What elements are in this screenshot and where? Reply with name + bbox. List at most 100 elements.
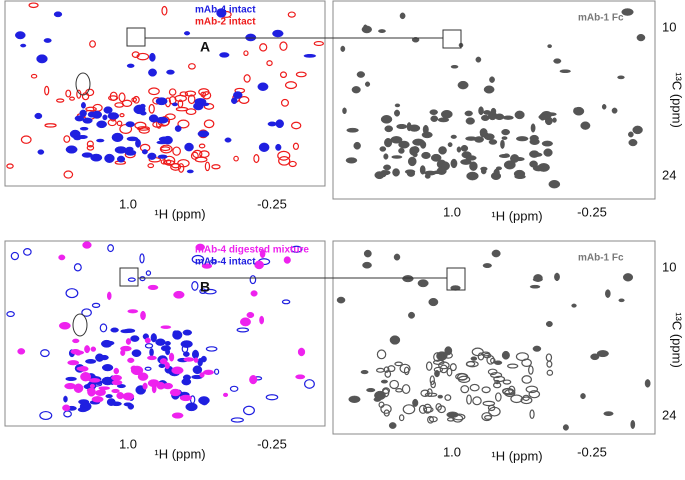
peak: [169, 388, 181, 397]
peak: [279, 41, 288, 51]
peak: [259, 43, 268, 52]
peak: [438, 146, 447, 155]
peak: [621, 8, 634, 16]
peak: [501, 350, 510, 360]
peak: [150, 333, 157, 343]
peak: [165, 348, 171, 356]
peak: [74, 350, 82, 356]
peak: [112, 135, 117, 141]
peak: [80, 102, 86, 109]
peak: [79, 109, 87, 118]
peak: [95, 353, 105, 362]
peak: [392, 168, 400, 177]
peak: [134, 121, 147, 130]
peak: [420, 140, 427, 149]
x-tick-label: -0.25: [257, 196, 287, 211]
peak: [466, 394, 472, 405]
peak: [528, 365, 534, 375]
peak: [437, 394, 443, 399]
peak: [40, 349, 50, 358]
peak: [88, 378, 101, 383]
peak: [265, 394, 279, 401]
peak: [503, 160, 516, 170]
peak: [387, 365, 396, 373]
peak: [233, 155, 239, 162]
peak: [275, 119, 284, 129]
peak: [465, 117, 475, 125]
legend-entry: mAb-4 intact: [195, 5, 256, 16]
peak: [491, 249, 501, 258]
peak: [630, 420, 636, 429]
peak: [272, 29, 284, 38]
peak: [96, 138, 105, 143]
peak: [39, 410, 53, 421]
y-tick-label: 24: [662, 167, 676, 182]
peak: [127, 403, 135, 410]
peak: [179, 394, 192, 402]
peak: [188, 63, 196, 70]
peak: [164, 361, 170, 370]
peak: [421, 151, 431, 159]
peak: [363, 24, 368, 32]
peak: [201, 102, 210, 107]
peak: [258, 142, 270, 152]
x-axis-label: ¹H (ppm): [154, 446, 205, 461]
peak: [483, 110, 492, 115]
peak: [481, 114, 490, 122]
peak: [201, 263, 213, 269]
peak: [428, 416, 438, 423]
peak: [531, 152, 543, 157]
peak: [277, 150, 291, 161]
peak: [130, 335, 140, 342]
peak: [407, 156, 417, 167]
peak: [348, 395, 361, 403]
peak: [172, 330, 183, 340]
peak: [553, 58, 562, 64]
peak: [529, 284, 541, 289]
panel-letter: A: [200, 39, 210, 55]
peak: [210, 259, 217, 264]
peak: [383, 409, 390, 417]
peak: [81, 308, 92, 317]
peak: [147, 152, 157, 160]
connector: [72, 27, 466, 337]
peak: [259, 315, 265, 325]
plot-frame: [4, 0, 326, 187]
peak: [441, 161, 450, 171]
peak: [219, 52, 230, 58]
peak: [437, 405, 446, 414]
peak: [402, 275, 414, 283]
peak: [109, 91, 118, 102]
peak: [28, 2, 39, 9]
peak: [148, 68, 157, 77]
peak: [427, 415, 435, 424]
peak: [95, 389, 106, 396]
peak: [430, 153, 442, 162]
peak: [382, 387, 391, 394]
peak: [194, 156, 208, 163]
peak: [191, 254, 205, 264]
peak: [238, 95, 250, 105]
peak: [475, 56, 482, 63]
peak: [243, 50, 249, 57]
peak: [249, 275, 257, 285]
peak: [472, 396, 482, 406]
peak: [545, 320, 553, 328]
peak: [243, 74, 251, 83]
peak: [601, 104, 607, 110]
peak: [281, 299, 291, 305]
legend-entry: mAb-2 intact: [195, 17, 256, 28]
peak: [223, 392, 229, 397]
peak: [456, 146, 462, 153]
peak: [106, 398, 116, 406]
peak: [65, 89, 72, 98]
peak: [230, 417, 244, 423]
peak: [398, 147, 405, 154]
x-tick-label: 1.0: [119, 196, 137, 211]
peak: [546, 369, 554, 376]
legend-entry: mAb-4 intact: [195, 257, 256, 268]
peak: [433, 366, 444, 373]
peak: [99, 323, 108, 333]
peak: [628, 138, 638, 147]
